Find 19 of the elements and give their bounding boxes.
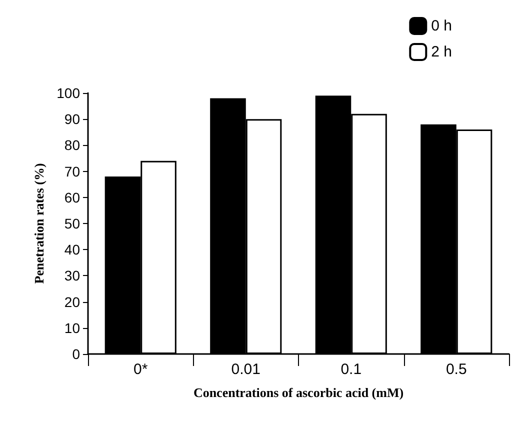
x-tick-label: 0.5 [446, 361, 467, 378]
y-tick-label: 40 [64, 242, 80, 258]
y-tick-label: 20 [64, 294, 80, 310]
y-tick-label: 60 [64, 189, 80, 206]
y-tick-label: 100 [56, 85, 80, 101]
y-tick-label: 50 [64, 216, 80, 232]
y-tick-label: 80 [64, 137, 80, 154]
x-tick-label: 0.01 [231, 361, 260, 378]
y-axis-title: Penetration rates (%) [32, 163, 47, 284]
y-tick-label: 0 [72, 346, 80, 362]
y-tick-label: 10 [64, 320, 80, 336]
x-tick-label: 0.1 [340, 361, 362, 378]
legend-label: 0 h [431, 18, 452, 34]
x-tick-label: 0* [134, 361, 148, 378]
x-axis-title: Concentrations of ascorbic acid (mM) [193, 385, 404, 400]
y-tick-label: 90 [64, 111, 80, 128]
y-tick-label: 30 [64, 268, 80, 284]
legend-label: 2 h [431, 44, 452, 60]
y-tick-label: 70 [64, 163, 80, 180]
